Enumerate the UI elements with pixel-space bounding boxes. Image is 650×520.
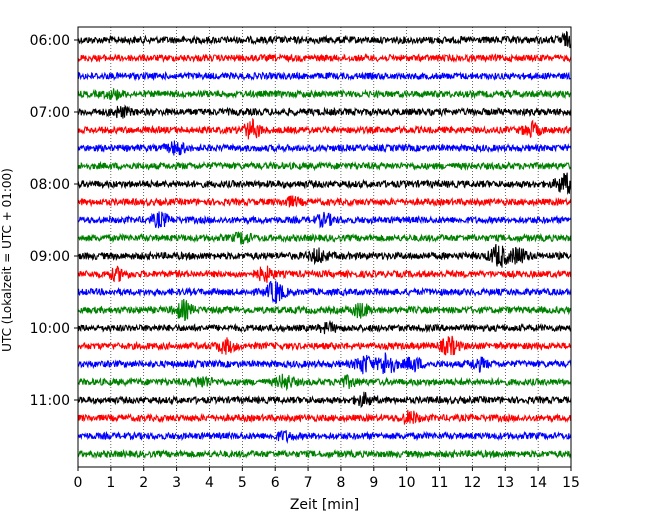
y-tick-label: 07:00 [30, 105, 70, 121]
trace-0845 [77, 231, 572, 245]
trace-1145 [77, 448, 572, 460]
x-tick-label: 15 [562, 475, 580, 491]
y-tick-label: 11:00 [30, 393, 70, 409]
trace-1030 [77, 352, 572, 375]
seismic-traces [77, 30, 572, 460]
y-axis-label: UTC (Lokalzeit = UTC + 01:00) [0, 168, 14, 352]
y-tick-label: 09:00 [30, 249, 70, 265]
y-tick-label: 08:00 [30, 177, 70, 193]
x-tick-label: 1 [106, 475, 115, 491]
trace-0715 [77, 117, 572, 140]
trace-0615 [77, 52, 572, 64]
x-axis-label: Zeit [min] [290, 497, 359, 513]
trace-0745 [77, 160, 572, 172]
x-tick-label: 3 [172, 475, 181, 491]
x-tick-label: 8 [336, 475, 345, 491]
x-tick-label: 10 [398, 475, 416, 491]
trace-1015 [77, 335, 572, 356]
trace-0945 [77, 298, 572, 322]
x-tick-label: 0 [74, 475, 83, 491]
y-tick-label: 10:00 [30, 321, 70, 337]
trace-0915 [77, 265, 572, 283]
x-tick-label: 11 [431, 475, 449, 491]
trace-0900 [77, 243, 572, 268]
trace-0630 [77, 71, 572, 82]
plot-frame [77, 26, 572, 468]
x-tick-label: 12 [463, 475, 481, 491]
x-tick-label: 9 [369, 475, 378, 491]
trace-1000 [77, 319, 572, 335]
x-tick-label: 6 [271, 475, 280, 491]
x-tick-label: 5 [238, 475, 247, 491]
y-tick-label: 06:00 [30, 33, 70, 49]
trace-0700 [77, 104, 572, 119]
y-axis-ticks: 06:00 07:00 08:00 09:00 10:00 11:00 [30, 33, 78, 409]
trace-0645 [77, 88, 572, 101]
trace-0800 [77, 172, 572, 196]
vertical-grid-lines [110, 27, 539, 467]
trace-0600 [77, 30, 572, 49]
x-tick-label: 13 [496, 475, 514, 491]
x-tick-label: 14 [529, 475, 547, 491]
trace-0815 [77, 195, 572, 208]
trace-1100 [77, 391, 572, 409]
x-axis-ticks: 0 1 2 3 4 5 6 7 8 9 10 11 12 13 14 15 [74, 467, 580, 491]
trace-0830 [77, 211, 572, 229]
trace-1045 [77, 373, 572, 392]
trace-0730 [77, 140, 572, 156]
trace-0930 [77, 280, 572, 304]
x-tick-label: 2 [139, 475, 148, 491]
trace-1130 [77, 430, 572, 444]
trace-1115 [77, 409, 572, 425]
x-tick-label: 4 [205, 475, 214, 491]
x-tick-label: 7 [304, 475, 313, 491]
